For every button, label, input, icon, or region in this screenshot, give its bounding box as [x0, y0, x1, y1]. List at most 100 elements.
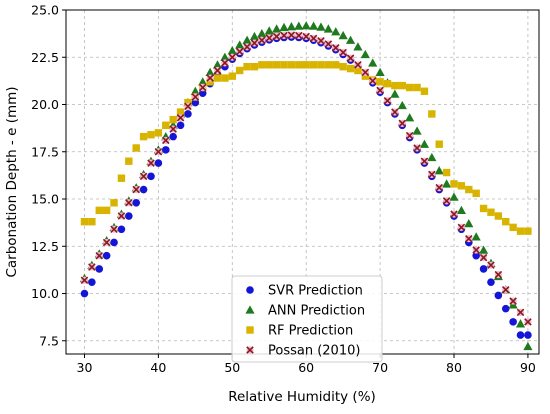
rf-prediction-point [524, 227, 532, 235]
rf-prediction-point [332, 61, 340, 69]
rf-prediction-point [361, 72, 370, 80]
rf-prediction-point [302, 61, 310, 69]
possan-2010-point [494, 270, 503, 279]
x-tick-label: 70 [372, 360, 388, 375]
rf-prediction-point [206, 78, 214, 86]
rf-prediction-point [413, 83, 421, 92]
legend-box [231, 275, 383, 363]
ann-prediction-point [338, 30, 348, 40]
possan-2010-point [228, 53, 237, 62]
x-tick-label: 60 [298, 360, 314, 375]
possan-2010-point [405, 131, 414, 140]
possan-2010-point [420, 157, 429, 165]
rf-prediction-point [80, 217, 89, 226]
possan-2010-point [398, 119, 407, 128]
ann-prediction-point [316, 22, 326, 31]
rf-prediction-point [428, 110, 436, 118]
rf-prediction-point [110, 199, 118, 207]
possan-2010-point [169, 125, 177, 133]
rf-prediction-point [487, 208, 495, 216]
possan-2010-point [95, 251, 104, 260]
y-tick-label: 20.0 [31, 97, 59, 112]
svr-prediction-point [184, 110, 192, 118]
svr-prediction-point [472, 251, 480, 260]
possan-2010-point [391, 108, 399, 116]
rf-prediction-point [139, 132, 148, 141]
rf-prediction-point [132, 144, 140, 152]
rf-prediction-point [383, 80, 392, 88]
ann-prediction-point [331, 27, 341, 36]
possan-2010-point [509, 297, 517, 305]
rf-prediction-point [265, 61, 273, 69]
possan-2010-point [88, 263, 96, 271]
possan-2010-point [524, 318, 532, 326]
ann-prediction-point [442, 179, 452, 188]
possan-2010-point [442, 197, 451, 205]
rf-prediction-point [287, 61, 296, 69]
y-tick-label: 22.5 [31, 50, 59, 65]
y-axis-title: Carbonation Depth - e (mm) [4, 86, 20, 277]
rf-prediction-point [184, 98, 192, 107]
possan-2010-point [191, 93, 200, 101]
possan-2010-point [162, 136, 170, 145]
possan-2010-point [339, 48, 347, 57]
ann-prediction-point [345, 35, 356, 44]
ann-prediction-point [405, 113, 415, 122]
x-tick-label: 30 [77, 360, 93, 375]
possan-2010-point [413, 144, 421, 152]
svr-prediction-point [110, 238, 118, 247]
ann-prediction-point [323, 24, 333, 33]
ann-prediction-point [294, 21, 304, 30]
ann-prediction-point [515, 319, 526, 328]
rf-prediction-point [280, 61, 288, 69]
possan-2010-point [302, 32, 310, 41]
ann-prediction-point [212, 60, 223, 69]
ann-prediction-point [264, 26, 274, 35]
ann-prediction-point [471, 232, 481, 241]
possan-2010-point [516, 308, 525, 317]
rf-prediction-point [88, 217, 96, 226]
x-tick-label: 50 [224, 360, 240, 375]
possan-2010-point [213, 66, 222, 75]
possan-2010-point [287, 31, 296, 39]
data-points [79, 21, 533, 351]
svr-prediction-point [132, 198, 141, 207]
possan-2010-point [184, 102, 192, 111]
ann-prediction-point [449, 192, 459, 201]
rf-prediction-point [162, 121, 170, 129]
ann-prediction-point [412, 126, 422, 135]
possan-2010-point [147, 159, 155, 167]
svr-prediction-point [487, 278, 495, 286]
possan-2010-point [102, 238, 111, 247]
legend-entry: SVR Prediction [246, 284, 363, 299]
rf-prediction-point [435, 140, 443, 148]
svr-prediction-point [516, 331, 525, 339]
rf-prediction-point [472, 189, 480, 198]
svr-prediction-point [501, 304, 510, 313]
possan-2010-point [117, 212, 126, 220]
y-tick-label: 7.5 [39, 333, 59, 348]
possan-2010-point [132, 185, 140, 194]
ann-prediction-point [286, 22, 297, 31]
svr-prediction-point [479, 265, 488, 273]
possan-2010-point [450, 210, 458, 218]
rf-prediction-point [221, 74, 229, 82]
rf-prediction-point [354, 66, 362, 75]
rf-prediction-series [80, 61, 532, 235]
legend-entry: RF Prediction [246, 324, 353, 339]
x-tick-label: 90 [520, 360, 536, 375]
ann-prediction-point [272, 24, 282, 33]
rf-prediction-point [250, 63, 259, 71]
possan-2010-point [272, 32, 281, 41]
ann-prediction-point [227, 46, 237, 55]
rf-prediction-point [420, 87, 429, 95]
legend-label: ANN Prediction [268, 304, 365, 319]
ann-prediction-point [190, 86, 200, 95]
ann-prediction-point [390, 89, 400, 98]
rf-prediction-point [258, 61, 266, 69]
rf-prediction-point [391, 81, 399, 90]
rf-prediction-point [376, 78, 384, 86]
rf-prediction-point [509, 223, 517, 232]
legend-marker [246, 286, 254, 294]
possan-2010-point [295, 31, 303, 40]
